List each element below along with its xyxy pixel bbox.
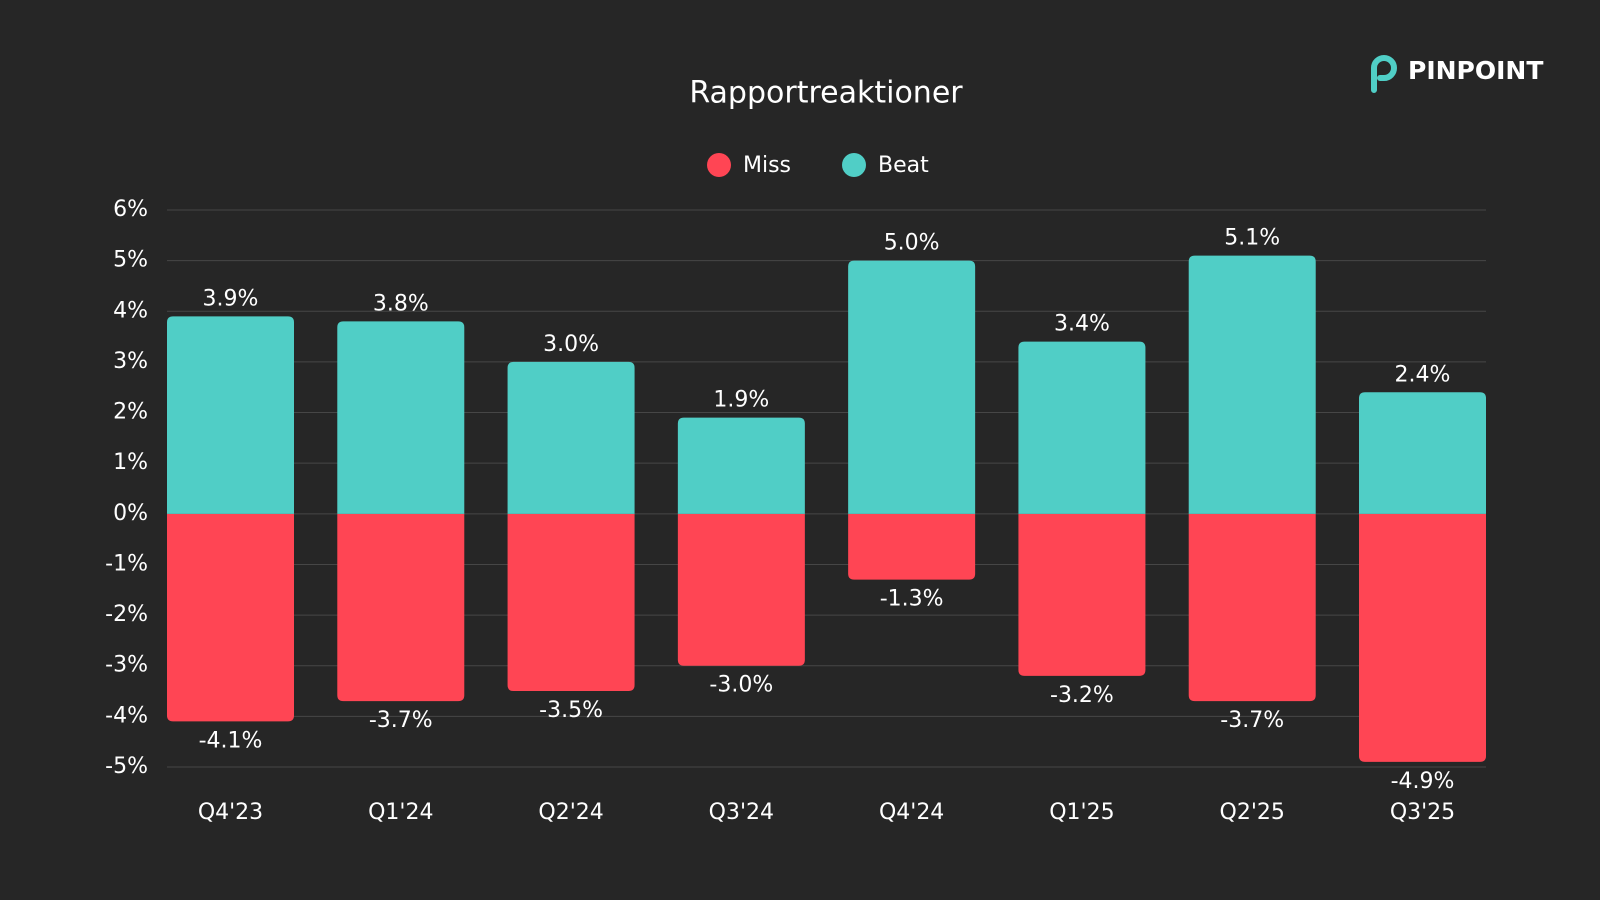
x-tick-label: Q3'24 bbox=[709, 800, 774, 825]
value-label: -3.7% bbox=[369, 708, 433, 733]
x-tick-label: Q2'25 bbox=[1220, 800, 1285, 825]
bar bbox=[848, 513, 976, 580]
chart-title: Rapportreaktioner bbox=[689, 76, 963, 111]
y-tick-label: 4% bbox=[113, 298, 148, 323]
value-label: -3.7% bbox=[1220, 708, 1284, 733]
value-label: 3.9% bbox=[203, 286, 259, 311]
y-tick-label: -5% bbox=[105, 754, 148, 779]
y-tick-label: -3% bbox=[105, 653, 148, 678]
bar bbox=[848, 260, 976, 514]
value-label: 2.4% bbox=[1395, 362, 1451, 387]
y-tick-label: 0% bbox=[113, 501, 148, 526]
legend-label: Miss bbox=[743, 153, 791, 178]
bar bbox=[167, 316, 294, 514]
bar bbox=[507, 361, 635, 514]
y-tick-label: 5% bbox=[113, 248, 148, 273]
bar bbox=[1188, 255, 1316, 514]
bar bbox=[677, 513, 805, 666]
bar bbox=[1018, 513, 1146, 676]
bar bbox=[1359, 513, 1486, 762]
value-label: -3.2% bbox=[1050, 683, 1114, 708]
value-label: 1.9% bbox=[713, 388, 769, 413]
y-tick-label: -1% bbox=[105, 551, 148, 576]
y-tick-label: -2% bbox=[105, 602, 148, 627]
y-tick-label: 2% bbox=[113, 400, 148, 425]
y-tick-label: 6% bbox=[113, 197, 148, 222]
value-label: 3.4% bbox=[1054, 312, 1110, 337]
value-label: -4.1% bbox=[199, 728, 263, 753]
logo-icon bbox=[1371, 55, 1397, 93]
x-tick-label: Q1'25 bbox=[1049, 800, 1114, 825]
bar bbox=[337, 513, 465, 702]
bar bbox=[167, 513, 294, 722]
value-label: 3.0% bbox=[543, 332, 599, 357]
legend-marker bbox=[842, 153, 866, 177]
value-label: -4.9% bbox=[1391, 769, 1455, 794]
x-tick-label: Q2'24 bbox=[538, 800, 603, 825]
logo: PINPOINT bbox=[1371, 55, 1543, 93]
y-tick-label: -4% bbox=[105, 703, 148, 728]
bar bbox=[1018, 341, 1146, 514]
x-tick-label: Q1'24 bbox=[368, 800, 433, 825]
value-label: 5.0% bbox=[884, 231, 940, 256]
value-label: -1.3% bbox=[880, 587, 944, 612]
x-tick-label: Q4'24 bbox=[879, 800, 944, 825]
value-label: 3.8% bbox=[373, 291, 429, 316]
bar bbox=[1359, 392, 1486, 514]
x-tick-label: Q3'25 bbox=[1390, 800, 1455, 825]
value-label: -3.0% bbox=[709, 673, 773, 698]
legend-label: Beat bbox=[878, 153, 929, 178]
logo-text: PINPOINT bbox=[1408, 56, 1543, 85]
bar bbox=[1188, 513, 1316, 702]
legend-marker bbox=[707, 153, 731, 177]
value-label: 5.1% bbox=[1224, 226, 1280, 251]
value-label: -3.5% bbox=[539, 698, 603, 723]
bar bbox=[507, 513, 635, 692]
y-tick-label: 1% bbox=[113, 450, 148, 475]
y-tick-label: 3% bbox=[113, 349, 148, 374]
x-tick-label: Q4'23 bbox=[198, 800, 263, 825]
bar bbox=[337, 321, 465, 514]
bar bbox=[677, 417, 805, 514]
